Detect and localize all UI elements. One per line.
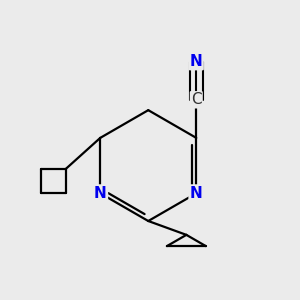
Text: C: C — [191, 92, 202, 107]
Text: N: N — [190, 186, 203, 201]
Text: N: N — [190, 54, 203, 69]
Text: N: N — [94, 186, 106, 201]
